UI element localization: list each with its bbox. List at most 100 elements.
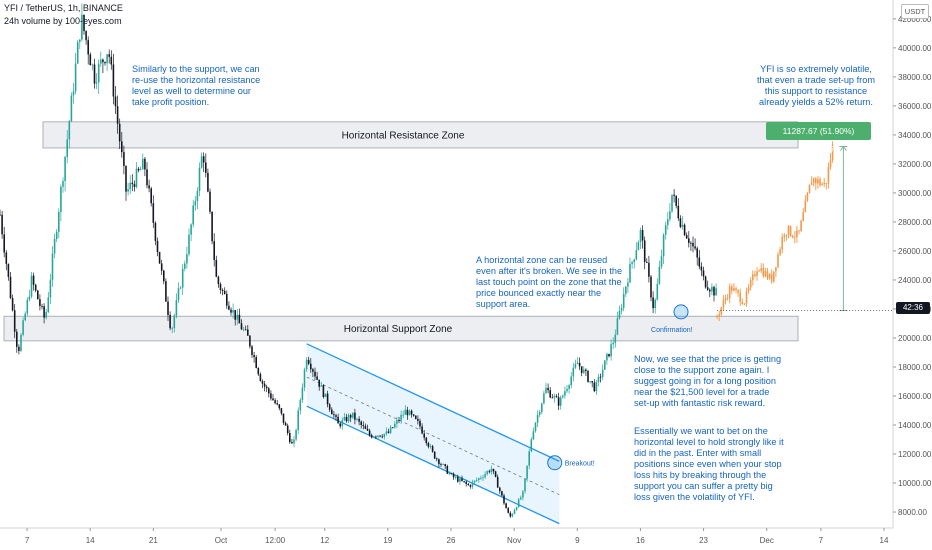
candle-body [469,485,472,487]
candle-body [337,416,339,424]
candle-body [524,478,526,492]
candle-body [683,224,686,236]
candle-body [429,446,432,447]
candle-body [421,426,423,434]
projection-body [770,274,773,282]
projection-body [823,182,826,185]
candle-body [274,400,276,404]
candle-body [522,491,524,498]
candle-body [293,439,295,444]
candle-body [377,435,379,437]
candle-body [576,362,579,365]
candle-body [631,262,633,264]
projection-body [739,292,742,302]
projection-body [764,271,767,277]
time-tick-label: 19 [383,536,392,545]
candle-body [207,172,209,192]
candle-body [559,397,562,406]
candle-body [389,427,392,433]
candle-body [475,480,478,481]
candle-body [326,393,329,405]
candle-body [572,367,575,377]
candle-body [667,219,669,226]
candle-body [41,305,43,307]
price-tick-label: 28000.00 [898,218,932,227]
candle-body [593,382,596,392]
candle-body [95,82,98,84]
candle-body [349,415,352,418]
candle-body [196,191,199,202]
candle-body [144,158,146,170]
candle-body [433,451,436,459]
time-tick-label: 23 [699,536,708,545]
candle-body [383,433,386,437]
projection-body [728,286,731,299]
currency-button[interactable]: USDT [901,4,929,19]
projection-body [718,314,721,317]
candle-body [679,218,682,227]
candle-body [345,416,348,422]
candle-body [22,320,24,335]
candle-body [450,473,453,475]
candle-body [3,234,5,253]
candle-body [223,290,226,294]
candle-body [51,253,54,280]
candle-body [43,306,45,318]
candle-body [662,234,665,257]
candle-body [608,353,610,357]
projection-body [724,298,727,301]
projection-body [716,316,718,318]
candle-body [492,468,495,472]
projection-body [720,307,723,315]
candle-body [247,329,249,336]
projection-body [743,303,746,305]
candle-body [692,242,694,247]
candle-body [541,403,543,412]
projection-body [760,268,763,271]
candle-body [618,310,621,319]
candle-body [68,121,71,140]
projection-body [731,286,733,291]
candle-body [47,297,50,313]
candle-body [652,297,654,309]
candle-body [633,259,635,263]
candle-body [379,435,381,437]
candle-body [410,410,413,415]
candle-body [106,54,108,64]
candle-body [536,414,539,423]
candle-body [217,276,220,285]
breakout-label: Breakout! [565,461,595,468]
candle-body [139,169,142,171]
candle-body [228,305,230,310]
price-tick-label: 26000.00 [898,247,932,256]
candle-body [484,474,486,478]
time-tick-label: Dec [760,536,774,545]
time-tick-label: 14 [86,536,95,545]
candle-body [471,482,474,487]
candle-body [76,41,79,64]
time-axis[interactable]: 7 14 21 Oct 12:00 12 19 26 Nov 9 16 23 Dec 7 14 [0,527,893,545]
price-tick-label: 36000.00 [898,102,932,111]
candle-body [553,396,556,398]
candle-body [356,418,358,420]
candle-body [213,241,215,260]
candle-body [685,235,688,239]
candle-body [112,64,115,97]
candle-body [114,96,117,107]
candle-body [192,205,194,225]
candle-body [116,106,119,124]
candle-body [310,363,312,370]
projection-body [827,167,830,184]
candle-body [610,344,612,357]
candle-body [333,414,335,416]
price-axis[interactable]: 8000.00 10000.00 12000.00 14000.00 16000.00 1… [892,0,932,550]
candle-body [385,431,388,434]
time-tick-label: 7 [25,536,30,545]
candle-body [186,254,188,264]
candle-body [70,95,73,122]
candle-body [612,342,614,345]
candle-body [230,309,232,313]
projection-body [808,184,811,194]
candle-body [66,139,68,157]
